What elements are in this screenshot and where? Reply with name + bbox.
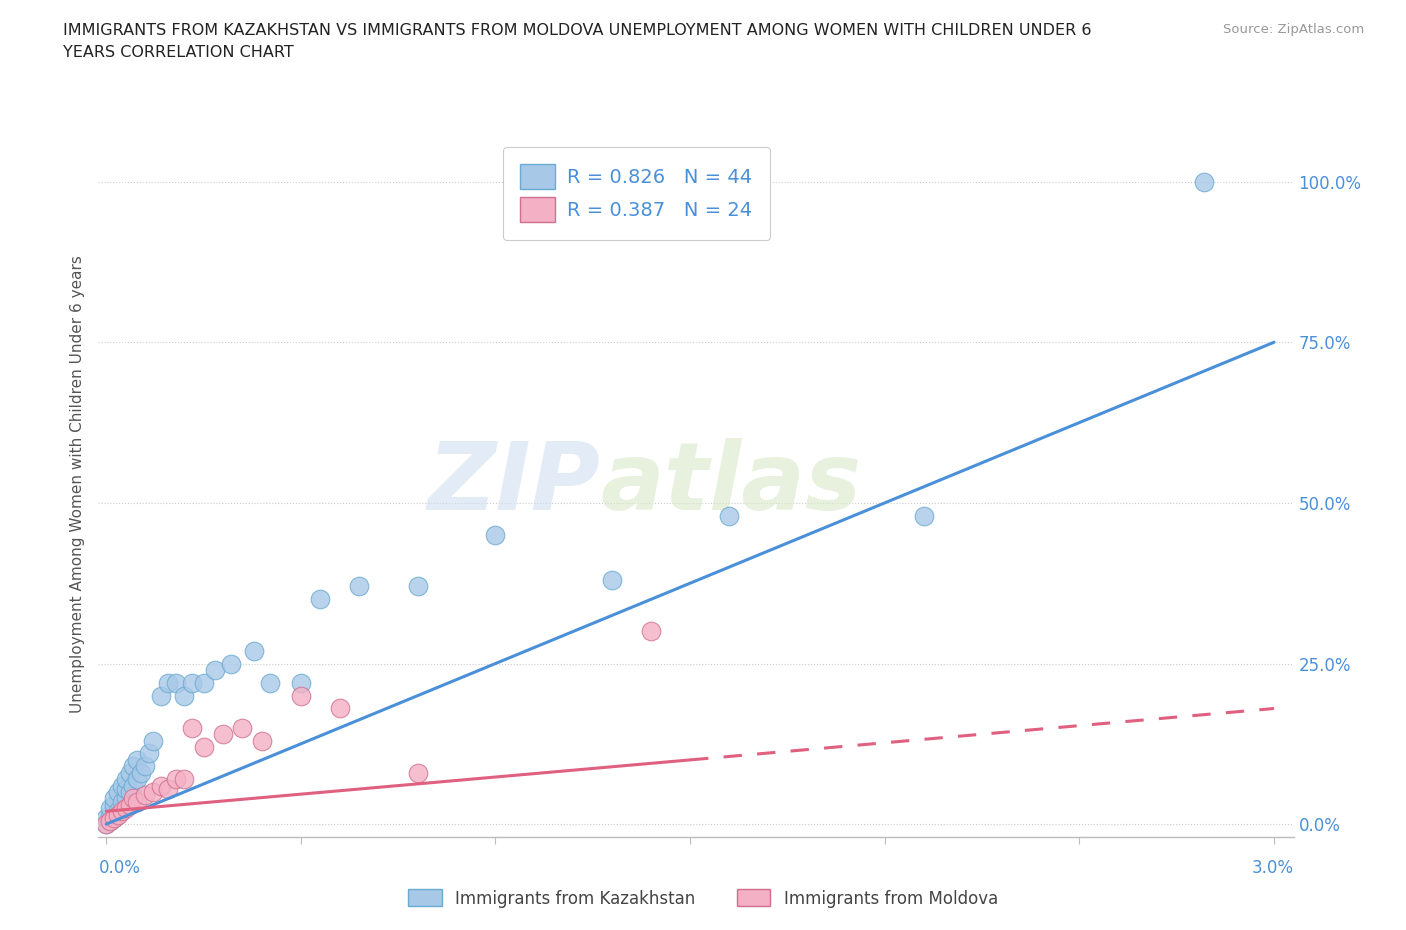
Point	[127, 772, 149, 787]
Point	[640, 624, 662, 639]
Point	[107, 785, 129, 800]
Point	[103, 797, 125, 812]
Point	[111, 794, 134, 809]
Point	[600, 573, 623, 588]
Point	[134, 759, 156, 774]
Text: IMMIGRANTS FROM KAZAKHSTAN VS IMMIGRANTS FROM MOLDOVA UNEMPLOYMENT AMONG WOMEN W: IMMIGRANTS FROM KAZAKHSTAN VS IMMIGRANTS…	[63, 23, 1092, 60]
Point	[349, 579, 371, 594]
Point	[96, 817, 118, 831]
Point	[204, 662, 226, 677]
Point	[114, 801, 136, 816]
Point	[103, 810, 125, 825]
Text: 3.0%: 3.0%	[1251, 859, 1294, 878]
Point	[231, 721, 253, 736]
Point	[406, 765, 429, 780]
Point	[165, 772, 187, 787]
Point	[103, 810, 125, 825]
Text: atlas: atlas	[600, 438, 862, 529]
Point	[114, 791, 136, 806]
Point	[180, 721, 202, 736]
Point	[107, 807, 129, 822]
Point	[193, 739, 215, 754]
Point	[96, 817, 118, 831]
Point	[114, 781, 136, 796]
Point	[165, 675, 187, 690]
Point	[157, 675, 180, 690]
Point	[118, 797, 141, 812]
Point	[122, 759, 145, 774]
Point	[718, 509, 741, 524]
Point	[127, 794, 149, 809]
Point	[173, 688, 195, 703]
Point	[157, 781, 180, 796]
Point	[122, 791, 145, 806]
Point	[142, 785, 165, 800]
Point	[111, 778, 134, 793]
Point	[219, 656, 242, 671]
Point	[127, 752, 149, 767]
Point	[98, 814, 121, 829]
Point	[1192, 174, 1215, 189]
Point	[96, 810, 118, 825]
Point	[103, 791, 125, 806]
Point	[259, 675, 281, 690]
Point	[122, 778, 145, 793]
Point	[134, 788, 156, 803]
Point	[107, 804, 129, 818]
Point	[329, 701, 352, 716]
Point	[98, 801, 121, 816]
Point	[173, 772, 195, 787]
Point	[484, 527, 506, 542]
Point	[98, 807, 121, 822]
Point	[180, 675, 202, 690]
Text: Source: ZipAtlas.com: Source: ZipAtlas.com	[1223, 23, 1364, 36]
Point	[212, 726, 235, 741]
Point	[290, 688, 312, 703]
Point	[142, 733, 165, 748]
Point	[290, 675, 312, 690]
Point	[309, 591, 332, 606]
Point	[912, 509, 935, 524]
Text: 0.0%: 0.0%	[98, 859, 141, 878]
Point	[98, 814, 121, 829]
Point	[118, 765, 141, 780]
Point	[250, 733, 273, 748]
Point	[149, 688, 172, 703]
Point	[193, 675, 215, 690]
Text: ZIP: ZIP	[427, 438, 600, 529]
Point	[118, 785, 141, 800]
Point	[111, 804, 134, 818]
Point	[138, 746, 160, 761]
Point	[243, 644, 266, 658]
Point	[406, 579, 429, 594]
Legend: R = 0.826   N = 44, R = 0.387   N = 24: R = 0.826 N = 44, R = 0.387 N = 24	[503, 147, 769, 240]
Point	[114, 772, 136, 787]
Y-axis label: Unemployment Among Women with Children Under 6 years: Unemployment Among Women with Children U…	[69, 255, 84, 712]
Point	[129, 765, 152, 780]
Point	[149, 778, 172, 793]
Legend: Immigrants from Kazakhstan, Immigrants from Moldova: Immigrants from Kazakhstan, Immigrants f…	[402, 883, 1004, 914]
